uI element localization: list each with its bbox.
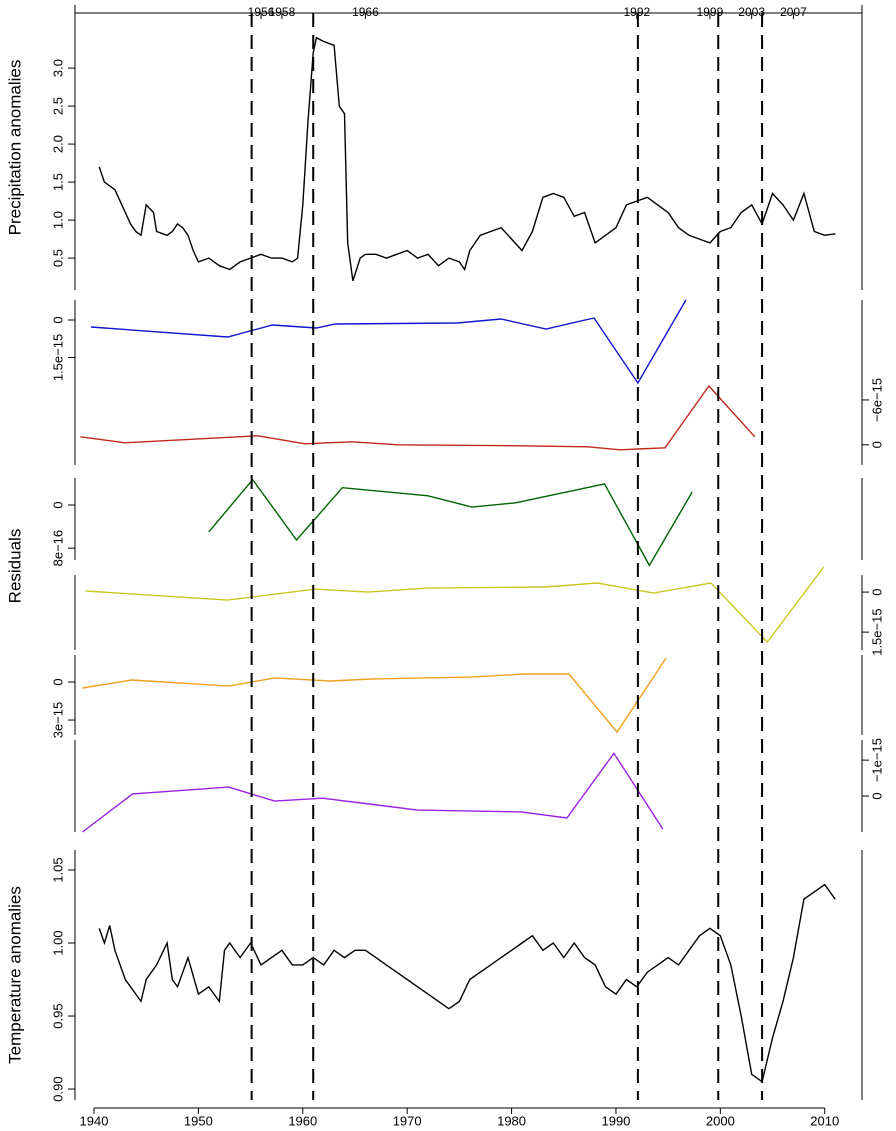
y-tick-label: 0.5	[50, 249, 65, 267]
y-tick-label: −1e−15	[869, 738, 884, 782]
y-tick-label: 0	[869, 792, 884, 799]
data-line	[98, 36, 836, 282]
top-tick-label: 2003	[738, 5, 765, 19]
y-tick-label: 1.5e−15	[50, 334, 65, 381]
y-tick-label: 0	[50, 501, 65, 508]
data-line	[208, 478, 693, 567]
y-tick-label: 1.5	[50, 173, 65, 191]
y-tick-label: 0	[50, 316, 65, 323]
top-tick-label: 1992	[623, 5, 650, 19]
y-tick-label: 0.95	[50, 1003, 65, 1028]
data-line	[98, 883, 836, 1083]
y-tick-label: 3.0	[50, 59, 65, 77]
top-tick-label: 1956	[248, 5, 275, 19]
x-tick-label: 2000	[706, 1113, 735, 1128]
top-tick-label: 1999	[697, 5, 724, 19]
y-tick-label: 8e−16	[50, 530, 65, 567]
y-tick-label: 2.0	[50, 135, 65, 153]
y-tick-label: 1.5e−15	[869, 608, 884, 655]
y-tick-label: 2.5	[50, 97, 65, 115]
data-line	[90, 299, 687, 385]
y-tick-label: 1.0	[50, 211, 65, 229]
x-tick-label: 1990	[601, 1113, 630, 1128]
y-axis-label: Temperature anomalies	[5, 886, 24, 1064]
data-line	[82, 657, 667, 734]
y-tick-label: 1.00	[50, 930, 65, 955]
x-tick-label: 1950	[184, 1113, 213, 1128]
y-tick-label: 0	[869, 588, 884, 595]
data-line	[80, 384, 756, 451]
x-tick-label: 1980	[497, 1113, 526, 1128]
y-tick-label: 1.05	[50, 857, 65, 882]
y-tick-label: 0	[50, 678, 65, 685]
x-tick-label: 2010	[810, 1113, 839, 1128]
x-tick-label: 1940	[80, 1113, 109, 1128]
residuals-label: Residuals	[5, 529, 24, 604]
y-tick-label: 0.90	[50, 1076, 65, 1101]
top-tick-label: 1958	[269, 5, 296, 19]
data-line	[85, 566, 825, 644]
y-tick-label: −6e−15	[869, 378, 884, 422]
y-tick-label: 3e−15	[50, 702, 65, 739]
top-tick-label: 1966	[352, 5, 379, 19]
data-line	[82, 752, 664, 833]
top-tick-label: 2007	[780, 5, 807, 19]
y-axis-label: Precipitation anomalies	[5, 60, 24, 236]
x-tick-label: 1960	[288, 1113, 317, 1128]
y-tick-label: 0	[869, 441, 884, 448]
x-tick-label: 1970	[393, 1113, 422, 1128]
